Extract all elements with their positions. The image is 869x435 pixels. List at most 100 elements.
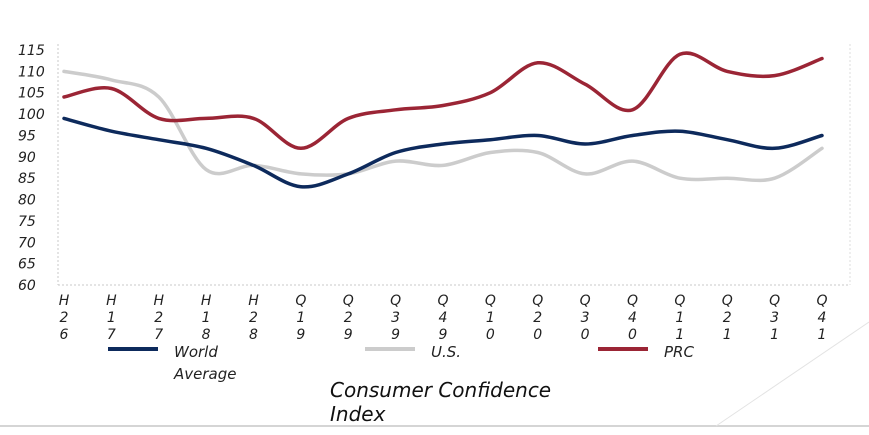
series-line-u-s	[62, 69, 824, 183]
x-tick-label-char: 3	[391, 310, 400, 326]
x-tick-label-char: 3	[581, 310, 590, 326]
chart-axes	[57, 44, 851, 286]
x-tick-label: H28	[248, 293, 259, 343]
x-tick-label-char: 0	[628, 327, 637, 343]
y-tick-label: 115	[18, 43, 45, 59]
x-tick-label-char: 9	[296, 327, 305, 343]
x-tick-label-char: 8	[202, 327, 211, 343]
x-tick-label-char: 6	[60, 327, 69, 343]
legend-label: PRC	[664, 343, 694, 361]
x-tick-label-char: 4	[628, 310, 637, 326]
y-tick-label: 95	[18, 128, 36, 144]
x-tick-label-char: 1	[723, 327, 732, 343]
x-tick-label-char: 9	[439, 327, 448, 343]
x-tick-label-char: H	[248, 293, 259, 309]
y-tick-label: 100	[18, 107, 45, 123]
x-tick-label-char: 2	[249, 310, 258, 326]
legend-item-world-average: World Average	[108, 343, 236, 383]
x-tick-label: Q40	[627, 293, 638, 343]
chart-title-line-2: Index	[330, 402, 386, 426]
x-tick-label-char: 1	[675, 310, 684, 326]
x-tick-label-char: 4	[818, 310, 827, 326]
legend-item-prc: PRC	[598, 343, 694, 361]
y-tick-label: 90	[18, 150, 36, 166]
x-tick-label-char: 1	[818, 327, 827, 343]
x-tick-label-char: 0	[533, 327, 542, 343]
chart-title-line-1: Consumer Confidence	[330, 378, 551, 402]
y-tick-label: 110	[18, 64, 45, 80]
x-tick-label-char: 2	[723, 310, 732, 326]
x-tick-label: Q41	[816, 293, 827, 343]
x-tick-label: Q21	[722, 293, 733, 343]
series-line-prc	[62, 51, 824, 151]
x-tick-label-char: 2	[154, 310, 163, 326]
legend-item-u-s: U.S.	[365, 343, 461, 361]
x-tick-label: Q11	[674, 293, 685, 343]
y-tick-label: 60	[18, 278, 36, 294]
y-tick-label: 85	[18, 171, 36, 187]
x-tick-label-char: 1	[486, 310, 495, 326]
y-tick-label: 75	[18, 214, 36, 230]
x-tick-label-char: Q	[390, 293, 401, 309]
y-tick-label: 70	[18, 235, 36, 251]
x-tick-label-char: 4	[439, 310, 448, 326]
legend-label: World Average	[173, 343, 236, 383]
x-tick-label-char: Q	[580, 293, 591, 309]
y-tick-labels: 60 65 70 75 80 85 90 95 100 105 110 115	[18, 43, 45, 294]
legend: World Average U.S. PRC	[108, 343, 694, 383]
x-tick-label: H17	[106, 293, 117, 343]
x-tick-label-char: 0	[486, 327, 495, 343]
x-tick-label-char: 1	[202, 310, 211, 326]
x-tick-labels: H26H17H27H18H28Q19Q29Q39Q49Q10Q20Q30Q40Q…	[59, 293, 828, 343]
x-tick-label-char: Q	[627, 293, 638, 309]
x-tick-label-char: H	[106, 293, 117, 309]
x-tick-label-char: Q	[295, 293, 306, 309]
x-tick-label-char: 1	[296, 310, 305, 326]
x-tick-label-char: 2	[533, 310, 542, 326]
x-tick-label-char: 7	[107, 327, 116, 343]
x-tick-label-char: 1	[675, 327, 684, 343]
x-tick-label: Q29	[343, 293, 354, 343]
x-tick-label: Q30	[580, 293, 591, 343]
x-tick-label-char: Q	[532, 293, 543, 309]
x-tick-label-char: Q	[674, 293, 685, 309]
y-tick-label: 80	[18, 193, 36, 209]
x-tick-label-char: Q	[485, 293, 496, 309]
x-tick-label-char: H	[201, 293, 212, 309]
legend-label: U.S.	[431, 343, 461, 361]
x-tick-label: Q20	[532, 293, 543, 343]
x-tick-label-char: 1	[770, 327, 779, 343]
x-tick-label: H18	[201, 293, 212, 343]
x-tick-label: Q31	[769, 293, 780, 343]
x-tick-label-char: 1	[107, 310, 116, 326]
x-tick-label-char: 2	[60, 310, 69, 326]
x-tick-label: Q19	[295, 293, 306, 343]
x-tick-label: Q10	[485, 293, 496, 343]
series-lines	[62, 51, 824, 189]
x-tick-label-char: H	[59, 293, 70, 309]
x-tick-label: H26	[59, 293, 70, 343]
x-tick-label-char: 3	[770, 310, 779, 326]
x-tick-label: H27	[153, 293, 164, 343]
x-tick-label-char: Q	[343, 293, 354, 309]
y-tick-label: 105	[18, 86, 45, 102]
x-tick-label-char: 2	[344, 310, 353, 326]
x-tick-label-char: Q	[437, 293, 448, 309]
x-tick-label-char: 9	[391, 327, 400, 343]
x-tick-label-char: Q	[769, 293, 780, 309]
slide-corner-rule	[715, 321, 869, 427]
x-tick-label-char: 7	[154, 327, 163, 343]
series-line-world-average	[62, 116, 824, 189]
x-tick-label-char: 8	[249, 327, 258, 343]
x-tick-label-char: 9	[344, 327, 353, 343]
slide-decoration	[0, 321, 869, 427]
x-tick-label: Q49	[437, 293, 448, 343]
x-tick-label-char: H	[153, 293, 164, 309]
x-tick-label: Q39	[390, 293, 401, 343]
y-tick-label: 65	[18, 257, 36, 273]
x-tick-label-char: Q	[816, 293, 827, 309]
x-tick-label-char: 0	[581, 327, 590, 343]
x-tick-label-char: Q	[722, 293, 733, 309]
